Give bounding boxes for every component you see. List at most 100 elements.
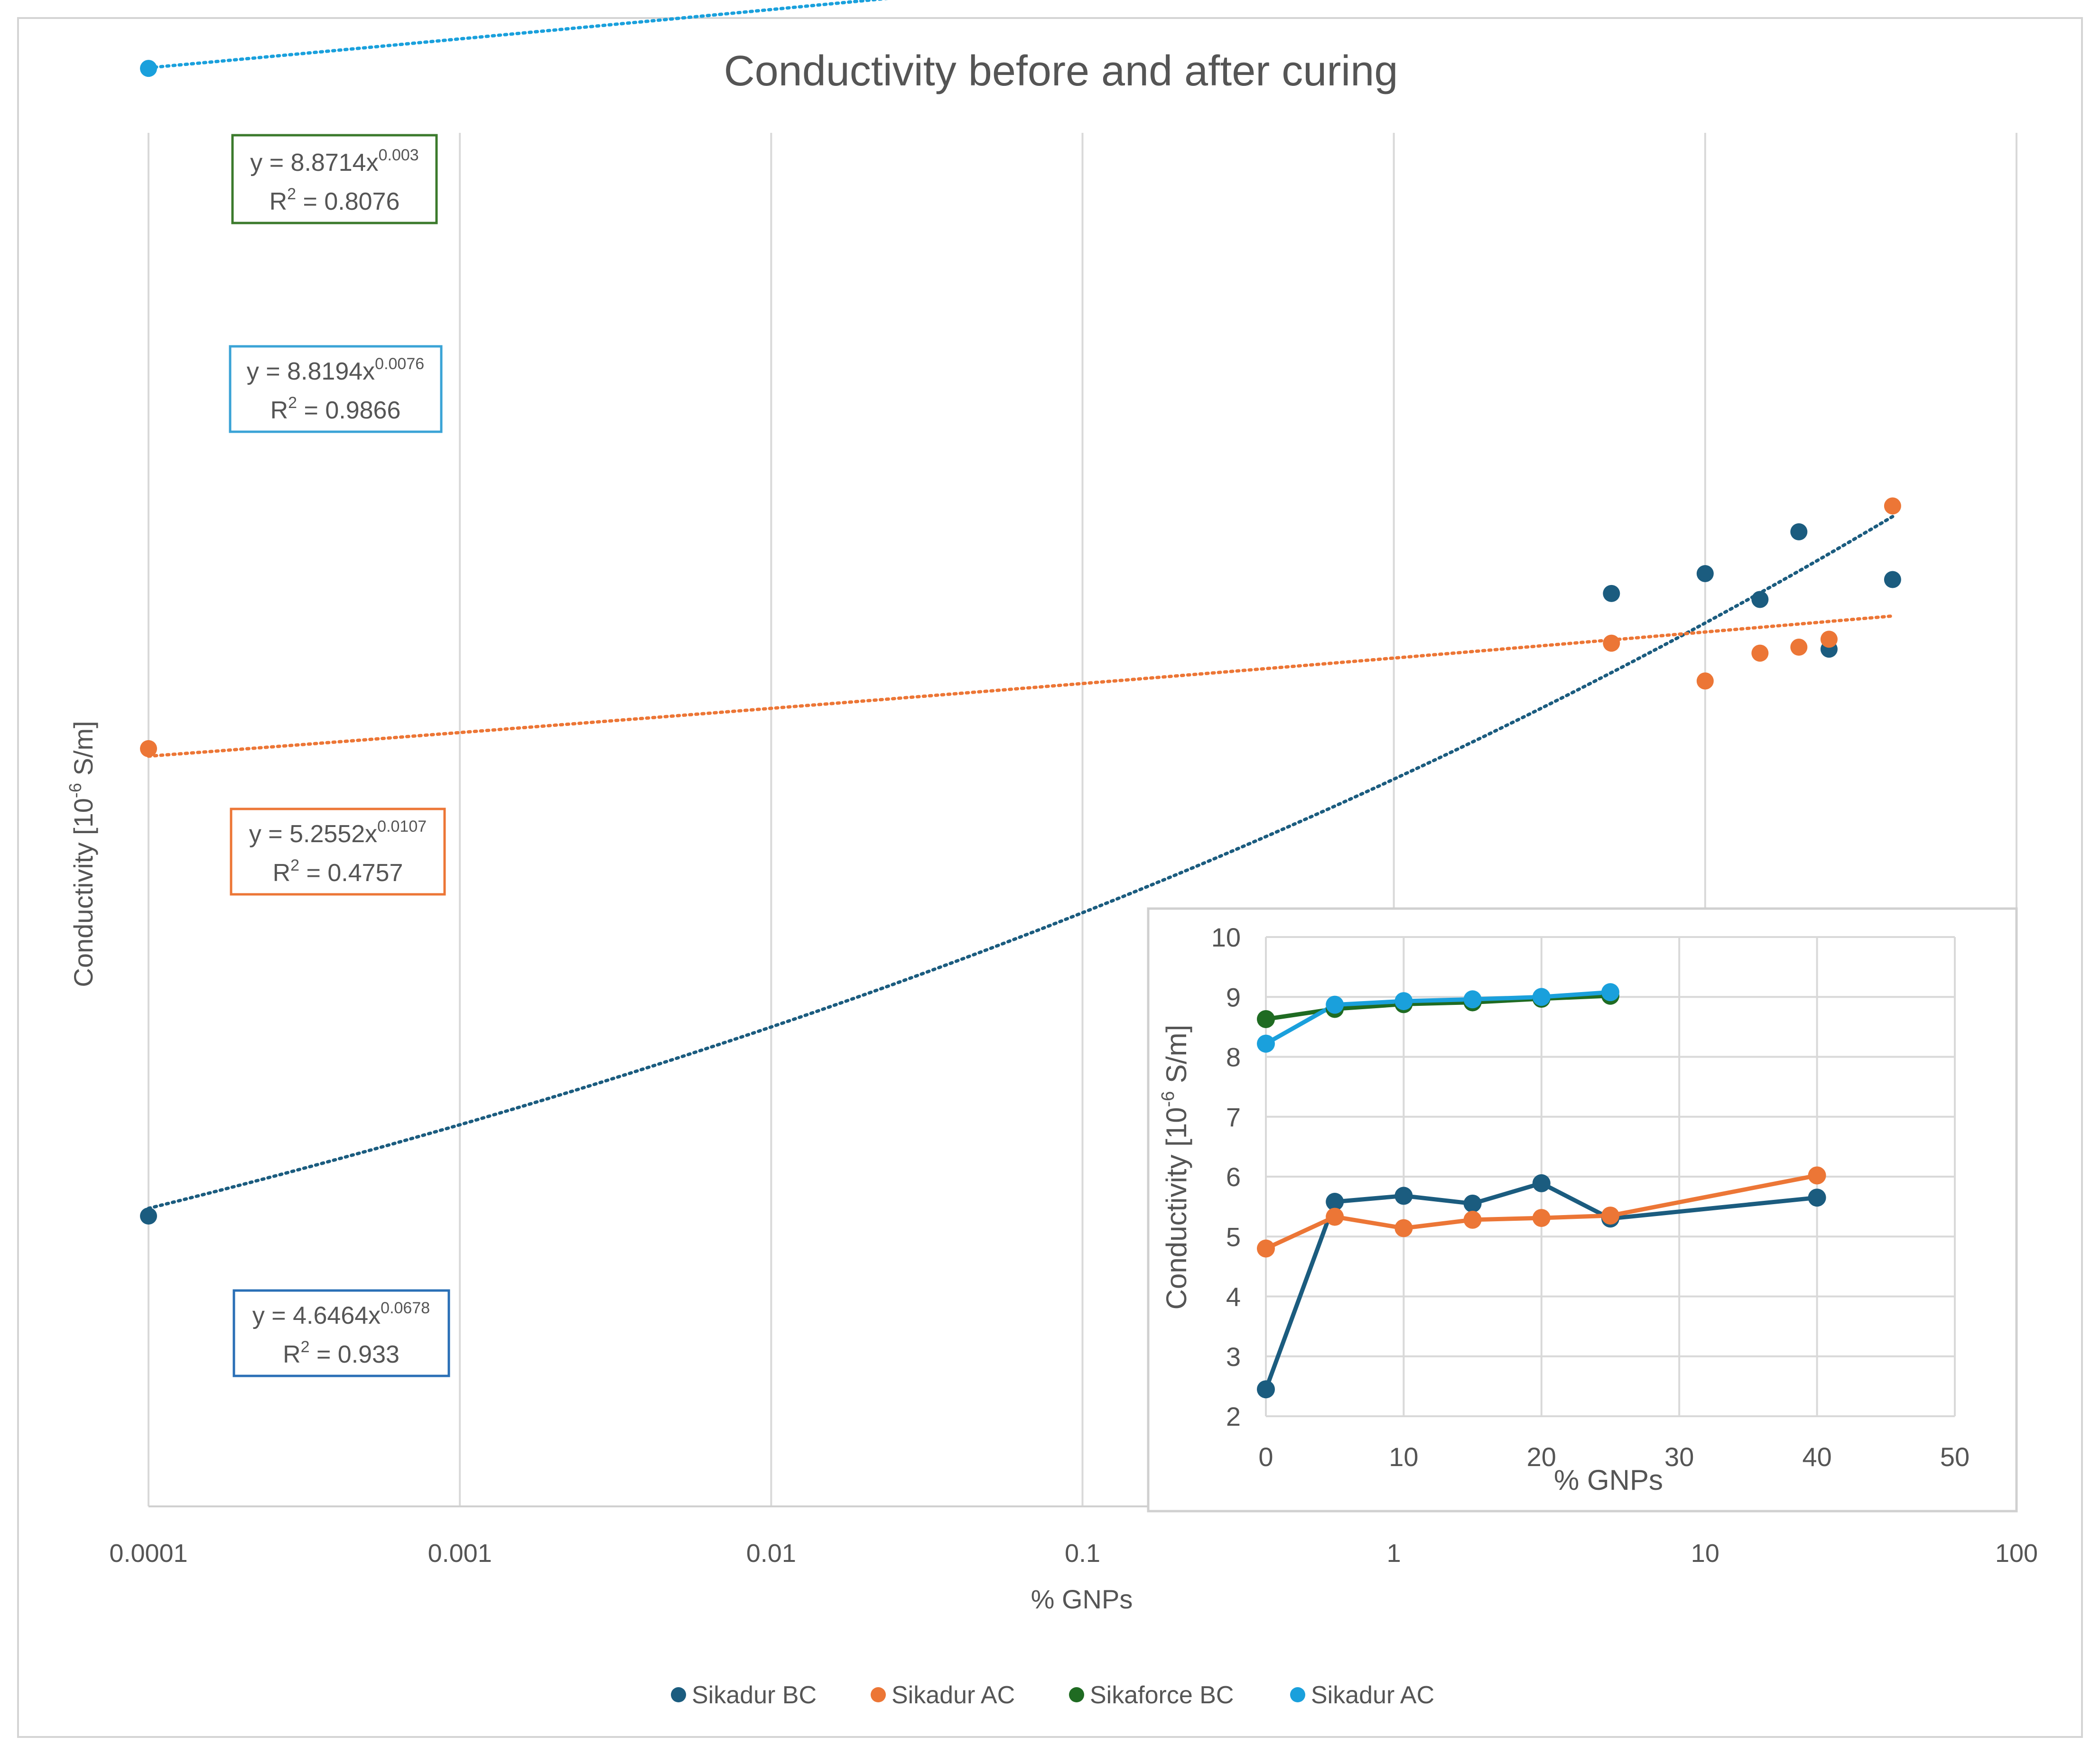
main-x-axis-label: % GNPs: [1031, 1584, 1133, 1614]
inset-gridlines: [1265, 936, 1956, 1417]
legend-label-sikadur-ac-blue: Sikadur AC: [1311, 1681, 1434, 1709]
point-0-sikadur-bc-6: [1884, 571, 1901, 588]
inset-point-1-sikadur-ac-5: [1601, 1207, 1619, 1225]
legend-marker-sikadur-ac-orange: [871, 1687, 886, 1702]
legend-marker-sikaforce-bc: [1069, 1687, 1084, 1702]
equation-box-sikadur-ac-blue-frame: [229, 345, 443, 433]
inset-y-tick-5: 5: [1226, 1222, 1241, 1252]
inset-point-1-sikadur-ac-3: [1463, 1210, 1482, 1229]
inset-point-1-sikadur-ac-0: [1257, 1239, 1275, 1258]
point-1-sikadur-ac-2: [1696, 672, 1714, 690]
r2-sikaforce-bc-value: = 0.8076: [296, 188, 400, 215]
main-trendlines: [147, 0, 1895, 1210]
legend-label-sikaforce-bc: Sikaforce BC: [1090, 1681, 1234, 1709]
r2-sikadur-ac-orange-sup: 2: [290, 856, 299, 874]
main-x-tick-0-1: 0.1: [1065, 1539, 1100, 1568]
main-y-axis-label-unit: S/m]: [68, 721, 98, 783]
point-0-sikadur-bc-2: [1696, 565, 1714, 582]
inset-y-tick-4: 4: [1226, 1282, 1241, 1312]
inset-point-0-sikadur-bc-3: [1463, 1194, 1482, 1213]
inset-y-tick-3: 3: [1226, 1342, 1241, 1372]
equation-sikadur-ac-blue: y = 8.8194x0.0076: [247, 355, 424, 385]
main-x-tick-10: 10: [1691, 1539, 1719, 1568]
inset-x-tick-20: 20: [1527, 1442, 1556, 1472]
equation-box-sikaforce-bc: y = 8.8714x0.003 R2 = 0.8076: [231, 134, 438, 224]
legend-label-sikadur-ac-orange: Sikadur AC: [892, 1681, 1015, 1709]
point-1-sikadur-ac-3: [1751, 644, 1769, 662]
main-y-axis-label-text: Conductivity [10: [68, 798, 98, 987]
legend-label-sikadur-bc: Sikadur BC: [692, 1681, 817, 1709]
r2-sikadur-ac-orange-r: R: [273, 859, 291, 887]
main-x-tick-100: 100: [1995, 1539, 2038, 1568]
inset-x-axis-label: % GNPs: [1554, 1464, 1663, 1496]
point-3-sikadur-ac-0: [140, 60, 157, 77]
inset-point-0-sikadur-bc-2: [1394, 1187, 1413, 1205]
point-1-sikadur-ac-5: [1820, 631, 1838, 648]
inset-y-tick-labels: 2 3 4 5 6 7 8 9 10: [1211, 922, 1241, 1431]
equation-sikadur-ac-orange: y = 5.2552x0.0107: [249, 817, 427, 848]
main-x-tick-0-0001: 0.0001: [109, 1539, 187, 1568]
point-0-sikadur-bc-0: [140, 1207, 157, 1225]
inset-point-3-sikadur-ac-5: [1601, 983, 1619, 1002]
inset-x-tick-10: 10: [1389, 1442, 1418, 1472]
point-0-sikadur-bc-4: [1790, 523, 1808, 540]
inset-point-0-sikadur-bc-6: [1808, 1189, 1826, 1207]
main-x-tick-1: 1: [1387, 1539, 1401, 1568]
point-1-sikadur-ac-6: [1884, 497, 1901, 515]
r2-sikaforce-bc-r: R: [269, 188, 288, 215]
inset-frame: [1147, 907, 2018, 1513]
equation-sikaforce-bc-base: y = 8.8714x: [250, 149, 378, 176]
inset-line-3-sikadur-ac: [1264, 990, 1611, 1046]
inset-point-3-sikadur-ac-2: [1394, 992, 1413, 1011]
point-0-sikadur-bc-1: [1603, 585, 1620, 602]
inset-point-2-sikaforce-bc-0: [1257, 1010, 1275, 1028]
inset-y-axis-label-sup: -6: [1158, 1091, 1178, 1107]
inset-x-tick-0: 0: [1258, 1442, 1273, 1472]
equation-sikadur-bc-base: y = 4.6464x: [252, 1302, 381, 1329]
inset-x-tick-50: 50: [1940, 1442, 1970, 1472]
inset-y-tick-6: 6: [1226, 1162, 1241, 1192]
main-y-axis-label-sup: -6: [65, 783, 85, 798]
inset-point-3-sikadur-ac-3: [1463, 990, 1482, 1009]
inset-y-axis-label: Conductivity [10-6 S/m]: [1158, 1025, 1192, 1310]
inset-x-tick-40: 40: [1802, 1442, 1831, 1472]
equation-box-sikaforce-bc-frame: [231, 134, 438, 224]
equation-box-sikadur-bc-frame: [232, 1289, 450, 1377]
main-x-tick-0-01: 0.01: [746, 1539, 796, 1568]
legend-marker-sikadur-ac-blue: [1290, 1687, 1305, 1702]
inset-point-3-sikadur-ac-4: [1532, 988, 1551, 1006]
equation-box-sikadur-ac-blue: y = 8.8194x0.0076 R2 = 0.9866: [229, 345, 443, 433]
inset-y-tick-2: 2: [1226, 1402, 1241, 1431]
legend: Sikadur BC Sikadur AC Sikaforce BC Sikad…: [671, 1681, 1434, 1709]
r2-sikaforce-bc-sup: 2: [287, 185, 296, 203]
inset-point-3-sikadur-ac-1: [1326, 995, 1344, 1014]
r2-sikadur-bc-value: = 0.933: [310, 1341, 400, 1368]
r2-sikadur-ac-blue-sup: 2: [288, 394, 297, 412]
inset-y-tick-10: 10: [1211, 922, 1241, 952]
trendline-0-sikadur-bc: [147, 515, 1895, 1210]
point-1-sikadur-ac-0: [140, 740, 157, 757]
inset-point-1-sikadur-ac-4: [1532, 1209, 1551, 1227]
equation-sikadur-ac-blue-exp: 0.0076: [375, 355, 424, 373]
equation-box-sikadur-bc: y = 4.6464x0.0678 R2 = 0.933: [232, 1289, 450, 1377]
equation-sikaforce-bc: y = 8.8714x0.003: [250, 146, 418, 176]
r2-sikaforce-bc: R2 = 0.8076: [269, 185, 400, 215]
inset-point-1-sikadur-ac-6: [1808, 1166, 1826, 1185]
equation-sikadur-ac-orange-exp: 0.0107: [377, 817, 427, 836]
point-0-sikadur-bc-3: [1751, 591, 1769, 608]
inset-data-points: [1257, 983, 1826, 1399]
inset-point-1-sikadur-ac-1: [1326, 1207, 1344, 1226]
inset-point-0-sikadur-bc-1: [1326, 1193, 1344, 1211]
main-x-tick-labels: 0.0001 0.001 0.01 0.1 1 10 100: [109, 1539, 2038, 1568]
inset-x-tick-30: 30: [1664, 1442, 1694, 1472]
r2-sikadur-ac-blue: R2 = 0.9866: [270, 394, 401, 424]
equation-box-sikadur-ac-orange-frame: [230, 808, 446, 896]
point-1-sikadur-ac-4: [1790, 639, 1808, 656]
r2-sikadur-ac-blue-value: = 0.9866: [297, 397, 400, 424]
inset-point-3-sikadur-ac-0: [1257, 1034, 1275, 1053]
inset-point-0-sikadur-bc-4: [1532, 1174, 1551, 1192]
r2-sikadur-ac-orange-value: = 0.4757: [299, 859, 403, 887]
equation-sikadur-bc: y = 4.6464x0.0678: [252, 1299, 430, 1329]
inset-y-tick-7: 7: [1226, 1102, 1241, 1132]
